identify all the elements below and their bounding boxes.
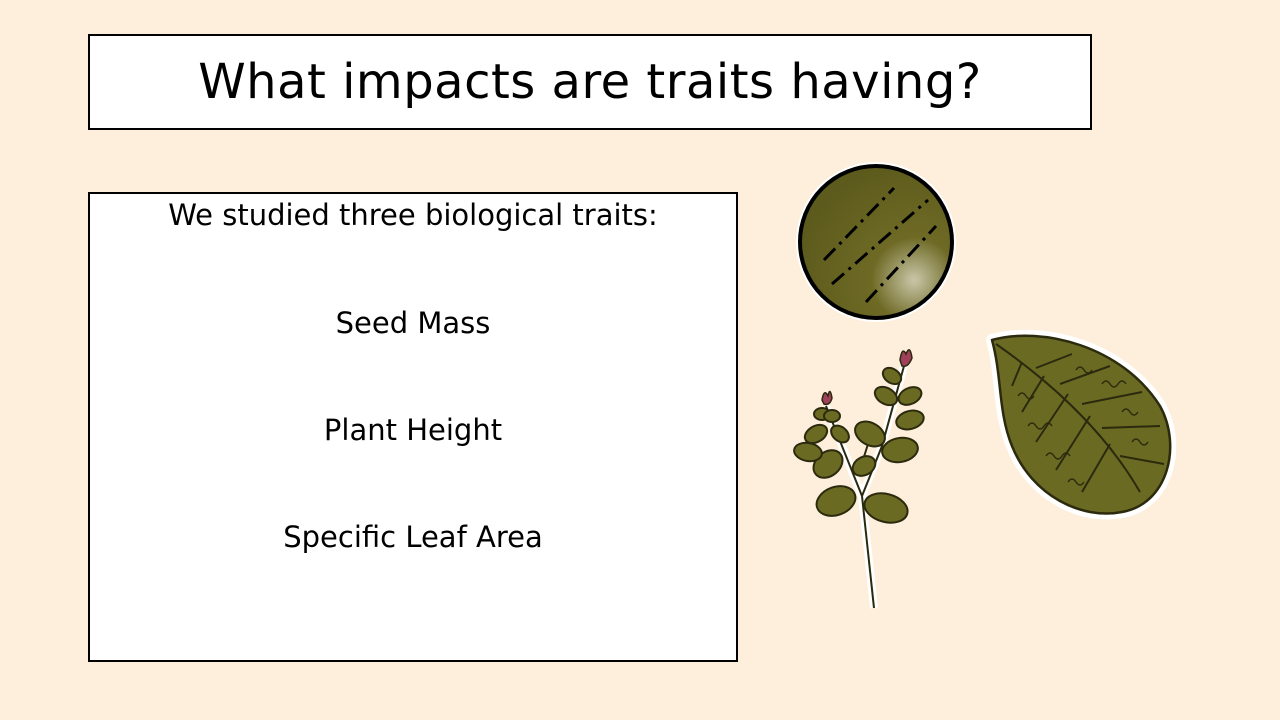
seed-icon	[796, 162, 956, 322]
title-box: What impacts are traits having?	[88, 34, 1092, 130]
intro-text: We studied three biological traits:	[168, 198, 658, 232]
plant-stem-icon	[793, 349, 925, 609]
slide-title: What impacts are traits having?	[198, 54, 982, 110]
content-box: We studied three biological traits: Seed…	[88, 192, 738, 662]
trait-seed-mass: Seed Mass	[335, 306, 491, 340]
trait-plant-height: Plant Height	[323, 413, 503, 447]
trait-specific-leaf-area: Specific Leaf Area	[283, 520, 543, 554]
leaf-icon	[986, 329, 1177, 520]
